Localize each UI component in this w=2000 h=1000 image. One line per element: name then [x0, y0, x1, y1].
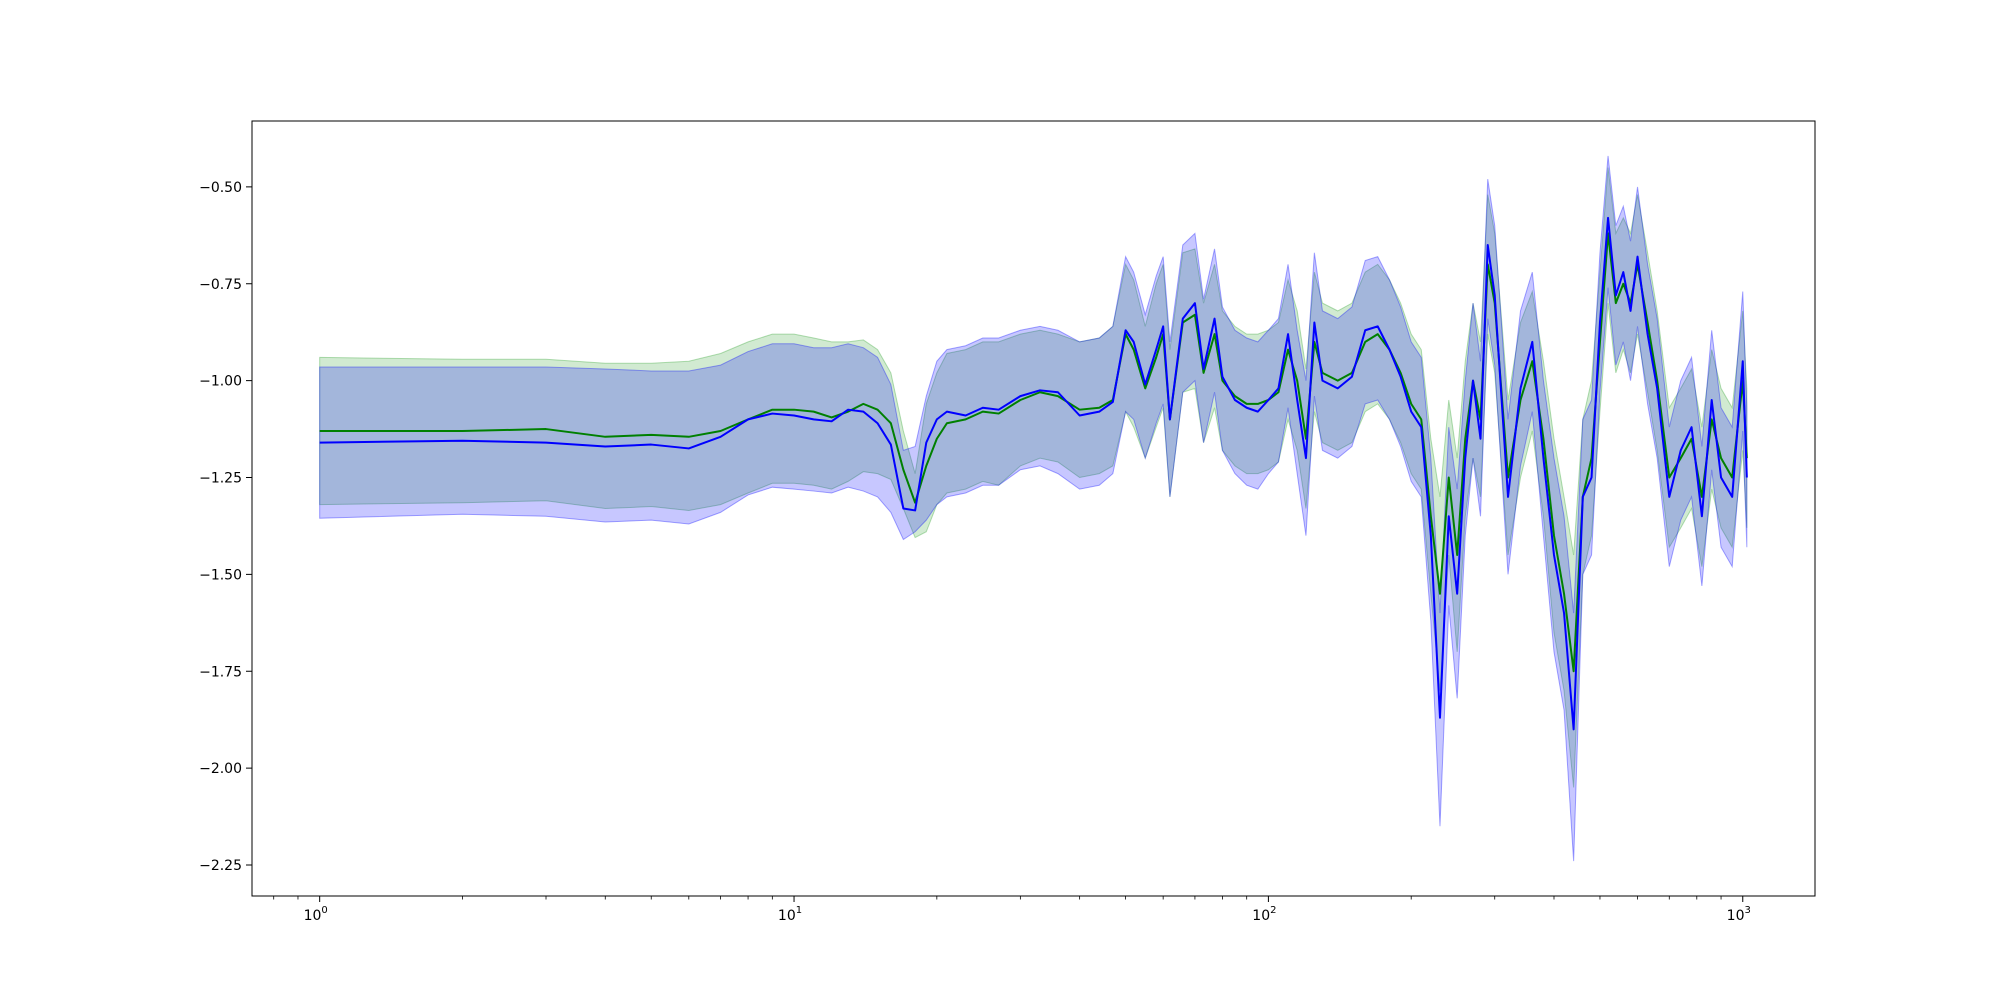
series-2-band — [319, 155, 1748, 862]
y-tick-label: −1.25 — [199, 471, 242, 487]
x-tick-label: 102 — [1252, 905, 1276, 924]
x-tick-base: 10 — [778, 908, 796, 924]
confidence-bands — [319, 155, 1748, 862]
x-tick-exponent: 0 — [321, 905, 327, 916]
x-tick-exponent: 3 — [1744, 905, 1750, 916]
x-tick-exponent: 2 — [1270, 905, 1276, 916]
y-tick-label: −1.50 — [199, 567, 242, 583]
y-tick-label: −1.00 — [199, 374, 242, 390]
x-tick-label: 101 — [778, 905, 802, 924]
x-tick-label: 100 — [304, 905, 328, 924]
y-tick-label: −1.75 — [199, 664, 242, 680]
x-tick-exponent: 1 — [796, 905, 802, 916]
series-lines — [319, 216, 1748, 731]
y-tick-label: −2.00 — [199, 761, 242, 777]
x-tick-base: 10 — [1252, 908, 1270, 924]
plot-frame — [251, 120, 1816, 897]
series-2-line — [319, 216, 1748, 731]
y-tick-label: −0.75 — [199, 277, 242, 293]
x-tick-base: 10 — [1727, 908, 1745, 924]
x-tick-base: 10 — [304, 908, 322, 924]
x-tick-label: 103 — [1727, 905, 1751, 924]
y-tick-label: −2.25 — [199, 858, 242, 874]
y-tick-label: −0.50 — [199, 180, 242, 196]
y-axis: −0.50 −0.75 −1.00 −1.25 −1.50 −1.75 −2.00 −2.25 — [199, 180, 252, 874]
series-1-band — [319, 167, 1748, 788]
x-axis: 100 101 102 103 — [273, 896, 1751, 924]
